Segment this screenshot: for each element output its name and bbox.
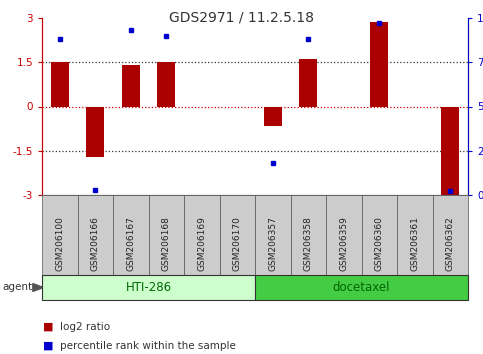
Text: docetaxel: docetaxel	[333, 281, 390, 294]
Text: GSM206167: GSM206167	[126, 216, 135, 271]
Text: GSM206358: GSM206358	[304, 216, 313, 271]
Bar	[122, 65, 140, 107]
Text: GSM206170: GSM206170	[233, 216, 242, 271]
Text: HTI-286: HTI-286	[126, 281, 171, 294]
Bar	[157, 62, 175, 107]
Text: percentile rank within the sample: percentile rank within the sample	[60, 341, 236, 351]
Text: ■: ■	[43, 341, 54, 351]
Text: GSM206361: GSM206361	[410, 216, 419, 271]
FancyArrow shape	[33, 284, 43, 291]
Text: GSM206168: GSM206168	[162, 216, 171, 271]
Text: GSM206169: GSM206169	[197, 216, 206, 271]
Bar	[264, 107, 282, 126]
Bar	[299, 59, 317, 107]
Bar	[51, 62, 69, 107]
Text: GDS2971 / 11.2.5.18: GDS2971 / 11.2.5.18	[169, 11, 314, 25]
Text: GSM206100: GSM206100	[55, 216, 64, 271]
Text: GSM206360: GSM206360	[375, 216, 384, 271]
Text: GSM206357: GSM206357	[268, 216, 277, 271]
Text: agent: agent	[2, 282, 32, 292]
Text: log2 ratio: log2 ratio	[60, 321, 111, 332]
Bar	[86, 107, 104, 157]
Text: ■: ■	[43, 321, 54, 332]
Text: GSM206166: GSM206166	[91, 216, 100, 271]
Text: GSM206362: GSM206362	[446, 216, 455, 271]
Text: GSM206359: GSM206359	[339, 216, 348, 271]
Bar	[441, 107, 459, 195]
Bar	[370, 22, 388, 107]
